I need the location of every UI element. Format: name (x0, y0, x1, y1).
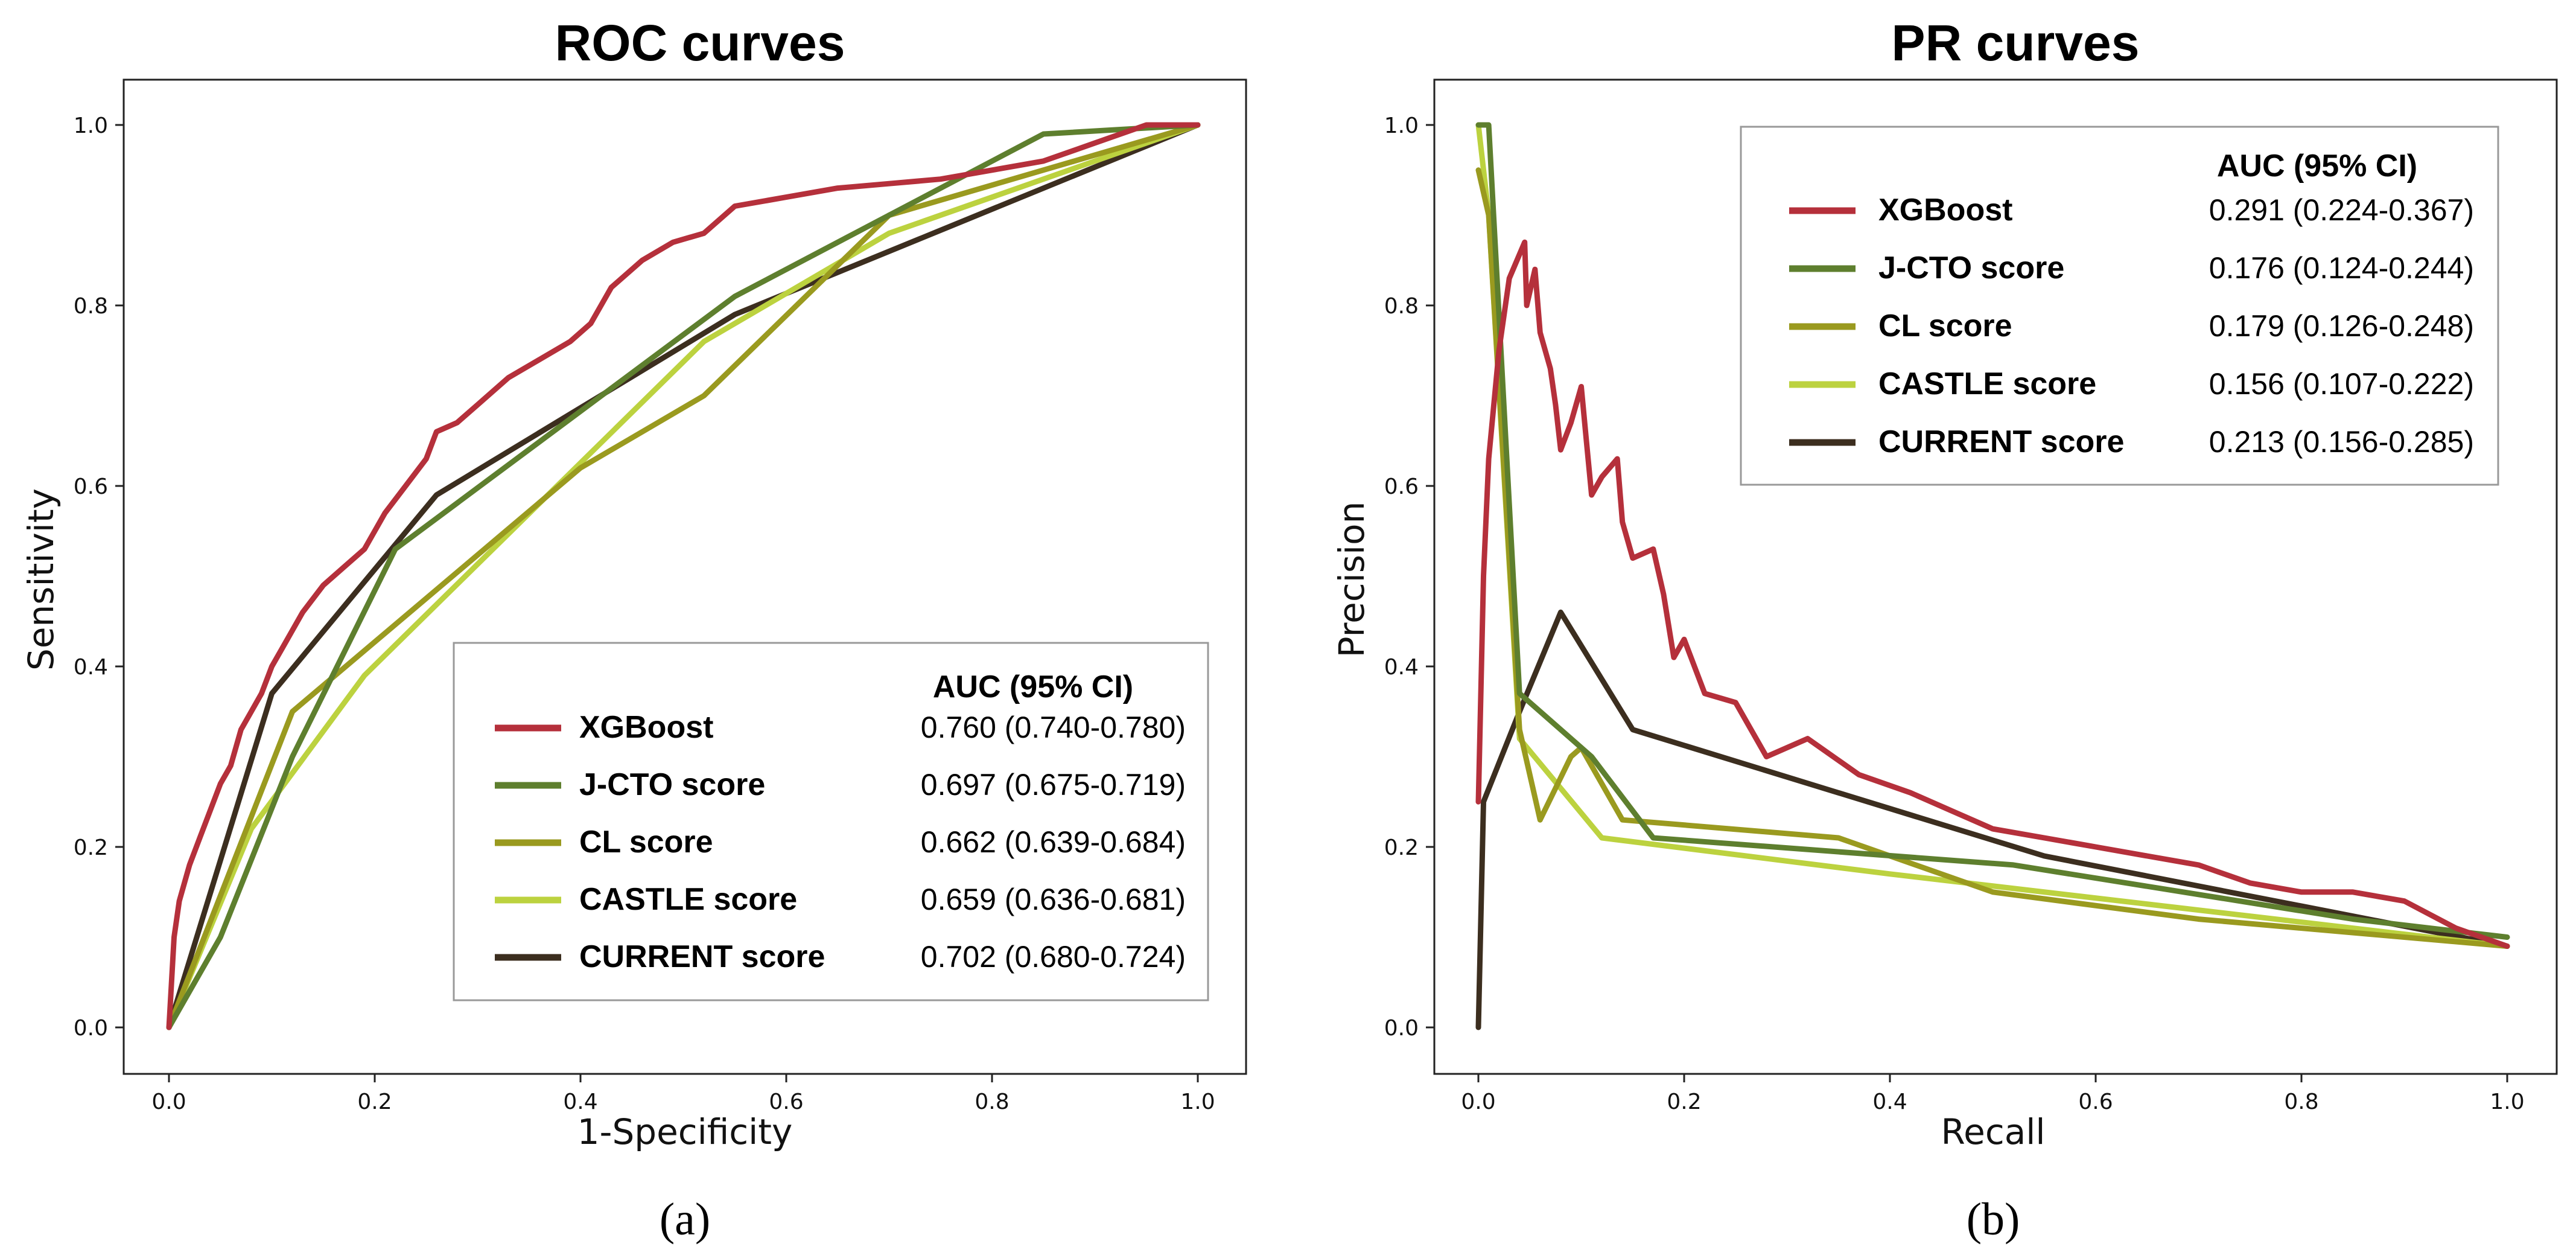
caption-b: (b) (1967, 1194, 2020, 1245)
pr-y-tick-label: 0.8 (1384, 294, 1419, 319)
roc-legend-name: CL score (579, 825, 713, 860)
roc-y-axis-label: Sensitivity (21, 488, 62, 671)
roc-x-tick-label: 0.0 (151, 1090, 186, 1114)
pr-legend-auc: 0.179 (0.126-0.248) (2209, 309, 2474, 343)
pr-y-tick-label: 0.2 (1384, 835, 1419, 860)
pr-series-line-xgboost (1475, 239, 2510, 949)
pr-legend-name: J-CTO score (1878, 251, 2064, 286)
pr-series-line-j-cto-score (1475, 122, 2510, 940)
pr-x-tick-label: 0.4 (1872, 1090, 1907, 1114)
pr-ticks: 0.0 0.2 0.4 0.6 0.8 1.0 0.0 0.2 0.4 0.6 0.8 1.0 (1384, 113, 2525, 1114)
pr-x-tick-label: 1.0 (2490, 1090, 2524, 1114)
pr-legend-name: CL score (1878, 308, 2012, 343)
roc-title: ROC curves (555, 14, 845, 71)
pr-y-tick-label: 1.0 (1384, 113, 1419, 138)
pr-legend-name: CURRENT score (1878, 424, 2124, 459)
roc-series (166, 122, 1201, 1030)
roc-plot-frame (122, 78, 1247, 1075)
pr-plot-frame (1433, 78, 2558, 1075)
pr-panel: PR curves 0.0 0.2 0.4 0.6 0.8 1.0 0.0 0.2 0.4 0.6… (1331, 14, 2558, 1245)
pr-legend-box (1740, 126, 2499, 486)
pr-legend-auc: 0.213 (0.156-0.285) (2209, 425, 2474, 459)
roc-y-tick-label: 1.0 (74, 113, 108, 138)
pr-y-axis-label: Precision (1331, 502, 1372, 658)
roc-x-axis-label: 1-Specificity (577, 1111, 793, 1152)
roc-series-line-cl-score (166, 122, 1201, 1030)
roc-legend-name: XGBoost (579, 710, 713, 745)
roc-panel: ROC curves 0.0 0.2 0.4 0.6 0.8 1.00.00.20.40.… (21, 14, 1247, 1245)
pr-x-tick-label: 0.6 (2078, 1090, 2113, 1114)
pr-y-tick-label: 0.0 (1384, 1016, 1419, 1041)
roc-x-tick-label: 0.8 (975, 1090, 1009, 1114)
roc-x-tick-label: 0.4 (563, 1090, 597, 1114)
pr-legend-auc: 0.156 (0.107-0.222) (2209, 367, 2474, 401)
pr-x-tick-label: 0.0 (1461, 1090, 1495, 1114)
pr-legend-auc: 0.176 (0.124-0.244) (2209, 251, 2474, 285)
caption-a: (a) (660, 1194, 710, 1245)
roc-legend-name: CASTLE score (579, 882, 797, 917)
roc-legend-name: J-CTO score (579, 767, 765, 802)
roc-ticks: 0.0 0.2 0.4 0.6 0.8 1.0 0.0 0.2 0.4 0.6 0.8 1.0 (74, 113, 1215, 1114)
pr-x-tick-label: 0.2 (1667, 1090, 1701, 1114)
roc-y-tick-label: 0.8 (74, 294, 108, 319)
roc-legend-auc: 0.659 (0.636-0.681) (921, 883, 1186, 916)
roc-series-line-j-cto-score (166, 122, 1201, 1030)
pr-legend-header: AUC (95% CI) (2217, 148, 2417, 184)
pr-legend-auc: 0.291 (0.224-0.367) (2209, 193, 2474, 227)
roc-legend-name: CURRENT score (579, 939, 825, 974)
roc-legend-header: AUC (95% CI) (933, 669, 1133, 704)
pr-legend: AUC (95% CI) XGBoost 0.291 (0.224-0.367) J… (1740, 126, 2499, 486)
roc-legend-box (453, 642, 1209, 1001)
roc-legend-auc: 0.662 (0.639-0.684) (921, 825, 1186, 859)
pr-y-tick-label: 0.4 (1384, 655, 1419, 680)
pr-x-axis-label: Recall (1941, 1111, 2045, 1152)
pr-series (1475, 122, 2510, 1030)
roc-y-tick-label: 0.2 (74, 835, 108, 860)
roc-y-tick-label: 0.0 (74, 1016, 108, 1041)
roc-x-tick-label: 1.0 (1180, 1090, 1215, 1114)
roc-series-line-xgboost (166, 122, 1201, 1030)
roc-legend-auc: 0.760 (0.740-0.780) (921, 710, 1186, 744)
pr-title: PR curves (1892, 14, 2140, 71)
pr-series-line-current-score (1475, 609, 2510, 1030)
roc-series-line-current-score (166, 122, 1201, 1030)
pr-y-tick-label: 0.6 (1384, 474, 1419, 499)
roc-x-tick-label: 0.2 (357, 1090, 392, 1114)
roc-legend: AUC (95% CI) XGBoost 0.760 (0.740-0.780) J… (453, 642, 1209, 1001)
roc-y-tick-label: 0.4 (74, 655, 108, 680)
pr-legend-name: XGBoost (1878, 193, 2012, 228)
roc-x-tick-label: 0.6 (769, 1090, 803, 1114)
roc-legend-auc: 0.702 (0.680-0.724) (921, 940, 1186, 974)
roc-y-tick-label: 0.6 (74, 474, 108, 499)
pr-legend-name: CASTLE score (1878, 366, 2096, 401)
roc-legend-auc: 0.697 (0.675-0.719) (921, 768, 1186, 802)
pr-x-tick-label: 0.8 (2284, 1090, 2318, 1114)
